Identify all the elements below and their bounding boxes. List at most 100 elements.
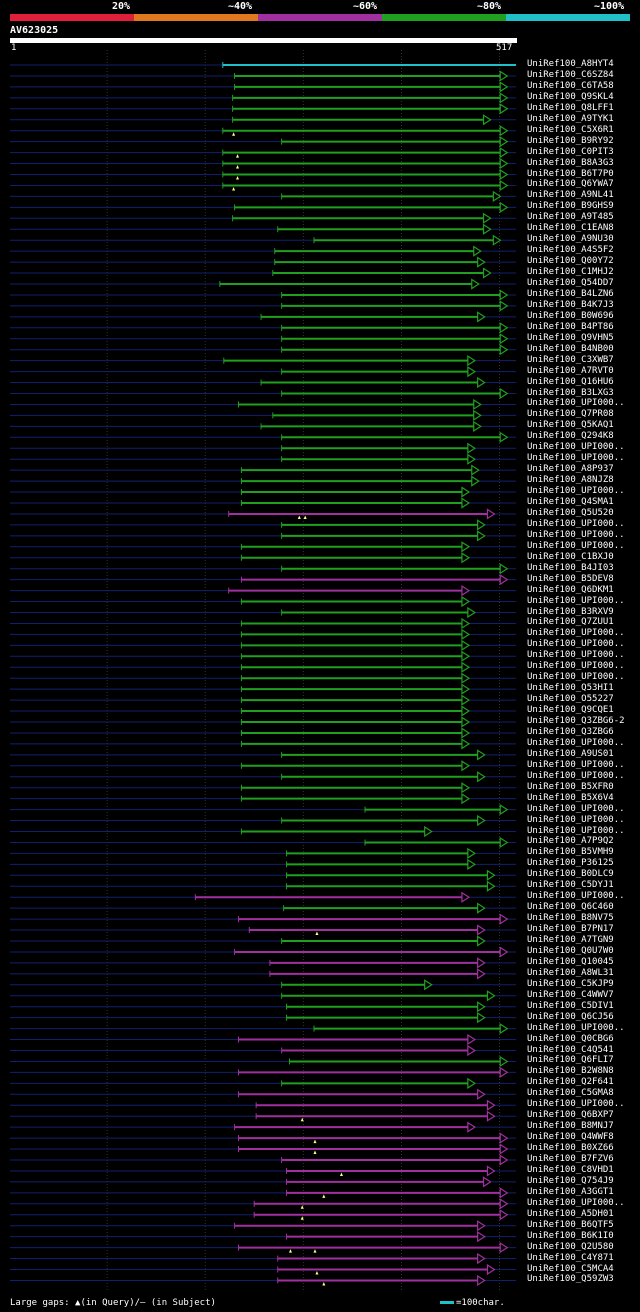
hit-label[interactable]: UniRef100_UPI000.. <box>527 529 625 540</box>
hit-label[interactable]: UniRef100_UPI000.. <box>527 453 625 464</box>
hit-label[interactable]: UniRef100_A9US01 <box>527 748 614 759</box>
hit-label[interactable]: UniRef100_A8WL31 <box>527 967 614 978</box>
hit-label[interactable]: UniRef100_UPI000.. <box>527 650 625 661</box>
hit-label[interactable]: UniRef100_Q7PR08 <box>527 409 614 420</box>
hit-label[interactable]: UniRef100_B4NB00 <box>527 343 614 354</box>
hit-label[interactable]: UniRef100_A4S5F2 <box>527 245 614 256</box>
hit-label[interactable]: UniRef100_Q6FLI7 <box>527 1055 614 1066</box>
hit-label[interactable]: UniRef100_Q9SKL4 <box>527 91 614 102</box>
hit-label[interactable]: UniRef100_C5GMA8 <box>527 1088 614 1099</box>
hit-label[interactable]: UniRef100_Q0CBG6 <box>527 1033 614 1044</box>
hit-label[interactable]: UniRef100_UPI000.. <box>527 540 625 551</box>
hit-label[interactable]: UniRef100_A9TYK1 <box>527 113 614 124</box>
hit-label[interactable]: UniRef100_O55227 <box>527 694 614 705</box>
hit-label[interactable]: UniRef100_A7P9Q2 <box>527 836 614 847</box>
hit-label[interactable]: UniRef100_A7RVT0 <box>527 365 614 376</box>
hit-label[interactable]: UniRef100_C1MHJ2 <box>527 267 614 278</box>
hit-label[interactable]: UniRef100_B0XZ66 <box>527 1143 614 1154</box>
hit-label[interactable]: UniRef100_B4JI03 <box>527 562 614 573</box>
hit-label[interactable]: UniRef100_B5X6V4 <box>527 792 614 803</box>
hit-label[interactable]: UniRef100_A9NU30 <box>527 234 614 245</box>
hit-label[interactable]: UniRef100_Q6C460 <box>527 902 614 913</box>
hit-label[interactable]: UniRef100_B6QTF5 <box>527 1219 614 1230</box>
hit-label[interactable]: UniRef100_B3LXG3 <box>527 387 614 398</box>
hit-label[interactable]: UniRef100_B5VMH9 <box>527 847 614 858</box>
hit-label[interactable]: UniRef100_C1BXJ0 <box>527 551 614 562</box>
hit-label[interactable]: UniRef100_Q16HU6 <box>527 376 614 387</box>
hit-label[interactable]: UniRef100_B3RXV9 <box>527 606 614 617</box>
hit-label[interactable]: UniRef100_C3XWB7 <box>527 354 614 365</box>
hit-label[interactable]: UniRef100_Q0U7W0 <box>527 945 614 956</box>
hit-label[interactable]: UniRef100_Q10045 <box>527 956 614 967</box>
hit-label[interactable]: UniRef100_UPI000.. <box>527 759 625 770</box>
hit-label[interactable]: UniRef100_Q6CJ56 <box>527 1011 614 1022</box>
hit-label[interactable]: UniRef100_A9T485 <box>527 212 614 223</box>
hit-label[interactable]: UniRef100_P36125 <box>527 858 614 869</box>
hit-label[interactable]: UniRef100_B8NV75 <box>527 913 614 924</box>
hit-label[interactable]: UniRef100_Q754J9 <box>527 1175 614 1186</box>
hit-label[interactable]: UniRef100_UPI000.. <box>527 1022 625 1033</box>
hit-label[interactable]: UniRef100_C4Y871 <box>527 1252 614 1263</box>
hit-label[interactable]: UniRef100_Q3ZBG6-2 <box>527 716 625 726</box>
hit-label[interactable]: UniRef100_Q9VHN5 <box>527 332 614 343</box>
hit-label[interactable]: UniRef100_UPI000.. <box>527 518 625 529</box>
hit-label[interactable]: UniRef100_UPI000.. <box>527 737 625 748</box>
hit-label[interactable]: UniRef100_C5MCA4 <box>527 1263 614 1274</box>
hit-label[interactable]: UniRef100_A3GGT1 <box>527 1186 614 1197</box>
hit-label[interactable]: UniRef100_UPI000.. <box>527 595 625 606</box>
hit-label[interactable]: UniRef100_Q6YWA7 <box>527 179 614 190</box>
hit-label[interactable]: UniRef100_Q8LFF1 <box>527 102 614 113</box>
hit-label[interactable]: UniRef100_UPI000.. <box>527 891 625 902</box>
hit-label[interactable]: UniRef100_A8P937 <box>527 464 614 475</box>
hit-label[interactable]: UniRef100_B2W8N8 <box>527 1066 614 1077</box>
hit-label[interactable]: UniRef100_A7TGN9 <box>527 935 614 945</box>
hit-label[interactable]: UniRef100_Q2F641 <box>527 1077 614 1088</box>
hit-label[interactable]: UniRef100_Q5U520 <box>527 507 614 518</box>
hit-label[interactable]: UniRef100_B8MNJ7 <box>527 1121 614 1132</box>
hit-label[interactable]: UniRef100_UPI000.. <box>527 803 625 814</box>
hit-label[interactable]: UniRef100_Q00Y72 <box>527 256 614 267</box>
hit-label[interactable]: UniRef100_A9NL41 <box>527 190 614 201</box>
hit-label[interactable]: UniRef100_C6SZ84 <box>527 69 614 80</box>
hit-label[interactable]: UniRef100_A5DH01 <box>527 1208 614 1219</box>
hit-label[interactable]: UniRef100_C5KJP9 <box>527 978 614 989</box>
hit-label[interactable]: UniRef100_UPI000.. <box>527 661 625 672</box>
hit-label[interactable]: UniRef100_C5X6R1 <box>527 124 614 135</box>
hit-label[interactable]: UniRef100_B8A3G3 <box>527 157 614 168</box>
hit-label[interactable]: UniRef100_A8HYT4 <box>527 59 614 69</box>
hit-label[interactable]: UniRef100_Q6BXP7 <box>527 1110 614 1121</box>
hit-label[interactable]: UniRef100_A8NJZ8 <box>527 475 614 486</box>
hit-label[interactable]: UniRef100_B6K1I0 <box>527 1230 614 1241</box>
hit-label[interactable]: UniRef100_C0PIT3 <box>527 146 614 157</box>
hit-label[interactable]: UniRef100_UPI000.. <box>527 770 625 781</box>
hit-label[interactable]: UniRef100_UPI000.. <box>527 486 625 497</box>
hit-label[interactable]: UniRef100_B5XFR0 <box>527 781 614 792</box>
hit-label[interactable]: UniRef100_Q7ZUU1 <box>527 617 614 628</box>
hit-label[interactable]: UniRef100_UPI000.. <box>527 1197 625 1208</box>
hit-label[interactable]: UniRef100_B6T7P0 <box>527 168 614 179</box>
hit-label[interactable]: UniRef100_Q5KAQ1 <box>527 420 614 431</box>
hit-label[interactable]: UniRef100_UPI000.. <box>527 628 625 639</box>
hit-label[interactable]: UniRef100_Q54DD7 <box>527 278 614 288</box>
hit-label[interactable]: UniRef100_Q53HI1 <box>527 683 614 694</box>
hit-label[interactable]: UniRef100_UPI000.. <box>527 1099 625 1110</box>
hit-label[interactable]: UniRef100_UPI000.. <box>527 672 625 683</box>
hit-label[interactable]: UniRef100_Q3ZBG6 <box>527 726 614 737</box>
hit-label[interactable]: UniRef100_B4LZN6 <box>527 288 614 299</box>
hit-label[interactable]: UniRef100_B4PT86 <box>527 321 614 332</box>
hit-label[interactable]: UniRef100_B9GHS9 <box>527 201 614 212</box>
hit-label[interactable]: UniRef100_Q4WWF8 <box>527 1132 614 1143</box>
hit-label[interactable]: UniRef100_UPI000.. <box>527 398 625 409</box>
hit-label[interactable]: UniRef100_Q59ZW3 <box>527 1274 614 1285</box>
hit-label[interactable]: UniRef100_UPI000.. <box>527 442 625 453</box>
hit-label[interactable]: UniRef100_C6TA58 <box>527 80 614 91</box>
hit-label[interactable]: UniRef100_B5DEV8 <box>527 573 614 584</box>
hit-label[interactable]: UniRef100_UPI000.. <box>527 639 625 650</box>
hit-label[interactable]: UniRef100_B7FZV6 <box>527 1154 614 1164</box>
hit-label[interactable]: UniRef100_C5DIV1 <box>527 1000 614 1011</box>
hit-label[interactable]: UniRef100_B0W696 <box>527 310 614 321</box>
hit-label[interactable]: UniRef100_Q9CQE1 <box>527 705 614 716</box>
hit-label[interactable]: UniRef100_C8VHD1 <box>527 1164 614 1175</box>
hit-label[interactable]: UniRef100_Q4SMA1 <box>527 497 614 507</box>
hit-label[interactable]: UniRef100_C4Q541 <box>527 1044 614 1055</box>
